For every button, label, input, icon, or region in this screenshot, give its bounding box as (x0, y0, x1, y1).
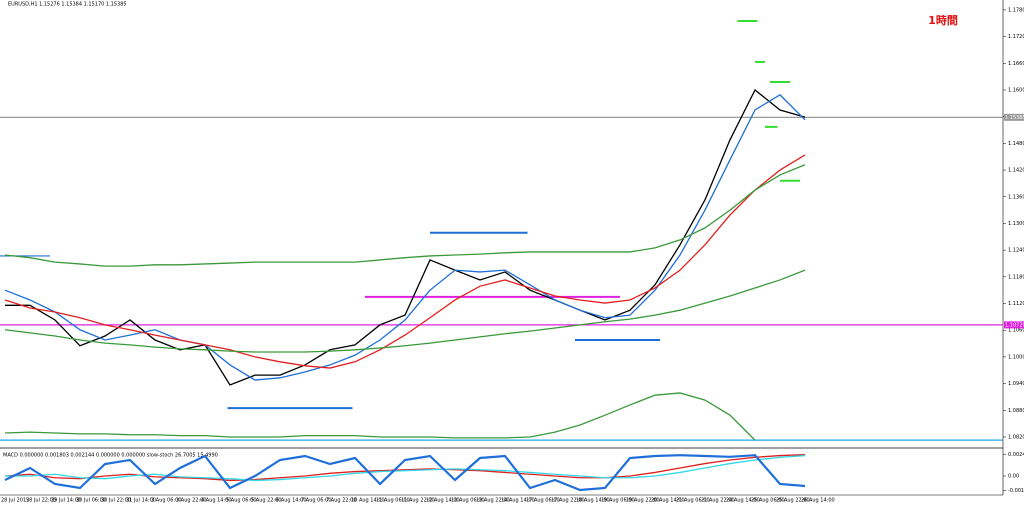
x-tick-label: 19 Aug 06:00 (601, 498, 635, 504)
x-tick-label: 29 Jul 14:00 (51, 498, 81, 504)
series-line (4, 94, 806, 381)
price-label: 1.15385 (1005, 115, 1024, 121)
x-tick-label: 6 Aug 14:00 (276, 498, 307, 504)
y-tick-label: -0.001638 (1008, 488, 1024, 494)
x-tick-label: 5 Aug 06:00 (226, 498, 257, 504)
series-line (4, 154, 806, 369)
series-line (4, 392, 756, 441)
x-tick-label: 5 Aug 22:00 (251, 498, 282, 504)
price-label-box (1004, 321, 1024, 329)
y-tick-label: 1.17200 (1008, 34, 1024, 40)
y-tick-label: 1.17800 (1008, 7, 1024, 13)
x-tick-label: 24 Aug 14:00 (726, 498, 760, 504)
y-tick-label: 1.14800 (1008, 141, 1024, 147)
timeframe-note: 1時間 (928, 13, 958, 27)
y-tick-label: 1.16000 (1008, 87, 1024, 93)
x-tick-label: 10 Aug 14:00 (351, 498, 385, 504)
x-tick-label: 20 Aug 14:00 (651, 498, 685, 504)
x-tick-label: 26 Aug 14:00 (801, 498, 835, 504)
y-tick-label: 1.10600 (1008, 328, 1024, 334)
y-tick-label: 1.10000 (1008, 354, 1024, 360)
series-line (4, 454, 806, 492)
indicator-title: MACD 0.000000 0.001803 0.002144 0.000000… (3, 453, 218, 459)
y-tick-label: 1.13000 (1008, 221, 1024, 227)
x-tick-label: 30 Jul 22:00 (101, 498, 131, 504)
x-tick-label: 7 Aug 22:00 (326, 498, 357, 504)
x-tick-label: 25 Aug 06:00 (751, 498, 785, 504)
series-line (5, 454, 806, 482)
y-tick-label: 1.14200 (1008, 168, 1024, 174)
y-tick-label: 0.00 (1008, 474, 1019, 480)
price-label: 1.10720 (1005, 322, 1024, 328)
x-tick-label: 21 Aug 22:00 (701, 498, 735, 504)
x-tick-label: 18 Aug 14:00 (576, 498, 610, 504)
x-tick-label: 28 Jul 22:00 (26, 498, 56, 504)
x-tick-label: 14 Aug 14:00 (501, 498, 535, 504)
x-tick-label: 11 Aug 06:00 (376, 498, 410, 504)
price-label-box (1004, 113, 1024, 121)
x-tick-label: 31 Jul 14:00 (126, 498, 156, 504)
x-tick-label: 21 Aug 06:00 (676, 498, 710, 504)
x-tick-label: 13 Aug 22:00 (476, 498, 510, 504)
x-tick-label: 3 Aug 22:00 (176, 498, 207, 504)
x-tick-label: 7 Aug 06:00 (301, 498, 332, 504)
x-tick-label: 4 Aug 14:00 (201, 498, 232, 504)
x-tick-label: 30 Jul 06:00 (76, 498, 106, 504)
series-line (5, 88, 806, 386)
y-tick-label: 1.12400 (1008, 248, 1024, 254)
x-tick-label: 25 Aug 22:00 (776, 498, 810, 504)
y-tick-label: 1.08800 (1008, 408, 1024, 414)
x-tick-label: 12 Aug 14:00 (426, 498, 460, 504)
x-tick-label: 17 Aug 22:00 (551, 498, 585, 504)
y-tick-label: 1.09400 (1008, 381, 1024, 387)
x-tick-label: 11 Aug 22:00 (401, 498, 435, 504)
y-tick-label: 0.002444 (1008, 452, 1024, 458)
y-tick-label: 1.16600 (1008, 61, 1024, 67)
x-tick-label: 19 Aug 22:00 (626, 498, 660, 504)
y-tick-label: 1.08200 (1008, 434, 1024, 440)
series-line (4, 164, 806, 267)
y-tick-label: 1.13600 (1008, 194, 1024, 200)
series-line (4, 269, 806, 353)
x-tick-label: 17 Aug 06:00 (526, 498, 560, 504)
y-tick-label: 1.11800 (1008, 274, 1024, 280)
y-tick-label: 1.11200 (1008, 301, 1024, 307)
chart-title: EURUSD,H1 1.15276 1.15384 1.15170 1.1538… (8, 2, 127, 8)
x-tick-label: 3 Aug 06:00 (151, 498, 182, 504)
x-tick-label: 13 Aug 06:00 (451, 498, 485, 504)
x-tick-label: 28 Jul 2015 (1, 498, 29, 504)
